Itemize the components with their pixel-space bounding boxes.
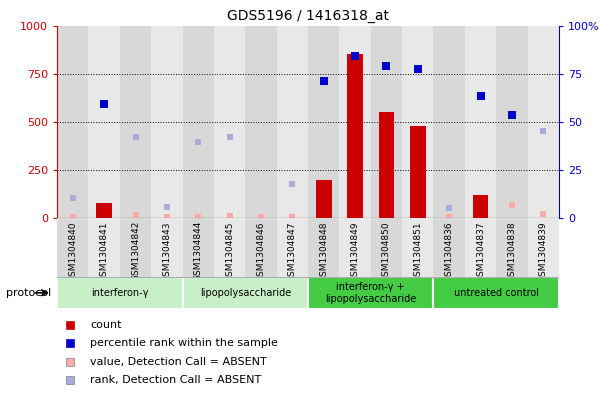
Bar xyxy=(151,26,183,218)
Text: lipopolysaccharide: lipopolysaccharide xyxy=(200,288,291,298)
Title: GDS5196 / 1416318_at: GDS5196 / 1416318_at xyxy=(227,9,389,23)
Bar xyxy=(347,54,363,218)
Text: interferon-γ +
lipopolysaccharide: interferon-γ + lipopolysaccharide xyxy=(325,282,416,303)
Bar xyxy=(465,218,496,277)
Bar xyxy=(402,218,433,277)
Bar xyxy=(496,26,528,218)
Bar xyxy=(308,218,340,277)
Bar xyxy=(183,26,214,218)
Text: GSM1304842: GSM1304842 xyxy=(131,221,140,281)
Bar xyxy=(57,218,88,277)
Text: GSM1304837: GSM1304837 xyxy=(476,221,485,282)
Text: GSM1304841: GSM1304841 xyxy=(100,221,109,281)
Text: interferon-γ: interferon-γ xyxy=(91,288,148,298)
Text: protocol: protocol xyxy=(6,288,51,298)
Text: rank, Detection Call = ABSENT: rank, Detection Call = ABSENT xyxy=(90,375,261,385)
Bar xyxy=(308,26,340,218)
Bar xyxy=(214,218,245,277)
Text: count: count xyxy=(90,320,121,331)
Bar xyxy=(245,26,276,218)
Bar xyxy=(151,218,183,277)
Text: GSM1304839: GSM1304839 xyxy=(538,221,548,282)
Text: GSM1304845: GSM1304845 xyxy=(225,221,234,281)
Bar xyxy=(379,112,394,218)
Bar xyxy=(57,277,183,309)
Bar xyxy=(88,26,120,218)
Bar xyxy=(433,277,559,309)
Bar xyxy=(276,26,308,218)
Text: GSM1304847: GSM1304847 xyxy=(288,221,297,281)
Bar xyxy=(433,26,465,218)
Bar xyxy=(120,26,151,218)
Bar xyxy=(371,218,402,277)
Bar xyxy=(245,218,276,277)
Bar xyxy=(308,277,433,309)
Bar xyxy=(340,218,371,277)
Text: GSM1304844: GSM1304844 xyxy=(194,221,203,281)
Text: GSM1304843: GSM1304843 xyxy=(162,221,171,281)
Bar xyxy=(465,26,496,218)
Bar xyxy=(340,26,371,218)
Bar xyxy=(402,26,433,218)
Bar xyxy=(88,218,120,277)
Bar xyxy=(183,218,214,277)
Text: GSM1304846: GSM1304846 xyxy=(257,221,266,281)
Bar xyxy=(371,26,402,218)
Bar xyxy=(316,180,332,218)
Text: GSM1304850: GSM1304850 xyxy=(382,221,391,282)
Bar xyxy=(433,218,465,277)
Bar xyxy=(528,26,559,218)
Text: GSM1304849: GSM1304849 xyxy=(350,221,359,281)
Bar xyxy=(57,26,88,218)
Bar xyxy=(528,218,559,277)
Text: value, Detection Call = ABSENT: value, Detection Call = ABSENT xyxy=(90,356,267,367)
Text: GSM1304851: GSM1304851 xyxy=(413,221,423,282)
Bar xyxy=(276,218,308,277)
Bar xyxy=(496,218,528,277)
Text: untreated control: untreated control xyxy=(454,288,538,298)
Bar xyxy=(472,195,489,218)
Text: GSM1304836: GSM1304836 xyxy=(445,221,454,282)
Bar xyxy=(214,26,245,218)
Bar xyxy=(96,203,112,218)
Bar xyxy=(183,277,308,309)
Bar xyxy=(410,126,426,218)
Text: GSM1304840: GSM1304840 xyxy=(69,221,78,281)
Text: GSM1304848: GSM1304848 xyxy=(319,221,328,281)
Text: GSM1304838: GSM1304838 xyxy=(507,221,516,282)
Bar xyxy=(120,218,151,277)
Text: percentile rank within the sample: percentile rank within the sample xyxy=(90,338,278,349)
